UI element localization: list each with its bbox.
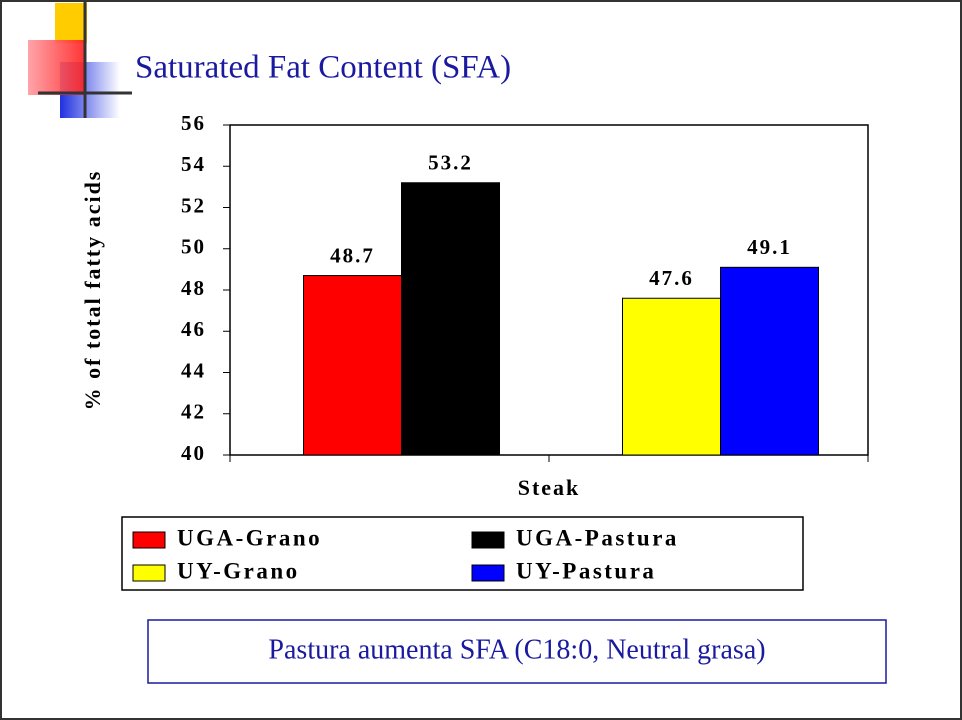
note-box bbox=[147, 619, 887, 684]
bar bbox=[720, 266, 819, 456]
y-tick-label: 52 bbox=[181, 193, 206, 217]
x-axis-label: Steak bbox=[518, 475, 581, 500]
legend-label: UGA-Pastura bbox=[516, 525, 679, 550]
decoration bbox=[28, 0, 132, 118]
legend-label: UY-Grano bbox=[177, 558, 300, 583]
bar bbox=[622, 297, 721, 456]
y-axis-label: % of total fatty acids bbox=[80, 170, 105, 411]
note: Pastura aumenta SFA (C18:0, Neutral gras… bbox=[268, 634, 765, 665]
legend-swatch bbox=[471, 564, 505, 582]
y-tick-label: 42 bbox=[181, 400, 206, 424]
y-tick-label: 44 bbox=[181, 358, 206, 382]
y-tick-label: 54 bbox=[181, 152, 206, 176]
y-tick-label: 50 bbox=[181, 235, 206, 259]
data-label: 48.7 bbox=[330, 243, 375, 267]
data-label: 47.6 bbox=[649, 266, 694, 290]
legend bbox=[121, 516, 804, 591]
bar bbox=[401, 182, 500, 456]
legend-swatch bbox=[132, 531, 166, 549]
legend-label: UY-Pastura bbox=[516, 558, 656, 583]
legend-swatch bbox=[471, 531, 505, 549]
y-tick-label: 46 bbox=[181, 317, 206, 341]
legend-swatch bbox=[132, 564, 166, 582]
data-label: 49.1 bbox=[747, 235, 792, 259]
chart-title: Saturated Fat Content (SFA) bbox=[135, 50, 511, 86]
bar bbox=[303, 275, 402, 456]
data-label: 53.2 bbox=[428, 151, 473, 175]
legend-label: UGA-Grano bbox=[177, 525, 322, 550]
y-tick-label: 56 bbox=[181, 111, 206, 135]
y-tick-label: 40 bbox=[181, 441, 206, 465]
y-tick-label: 48 bbox=[181, 276, 206, 300]
